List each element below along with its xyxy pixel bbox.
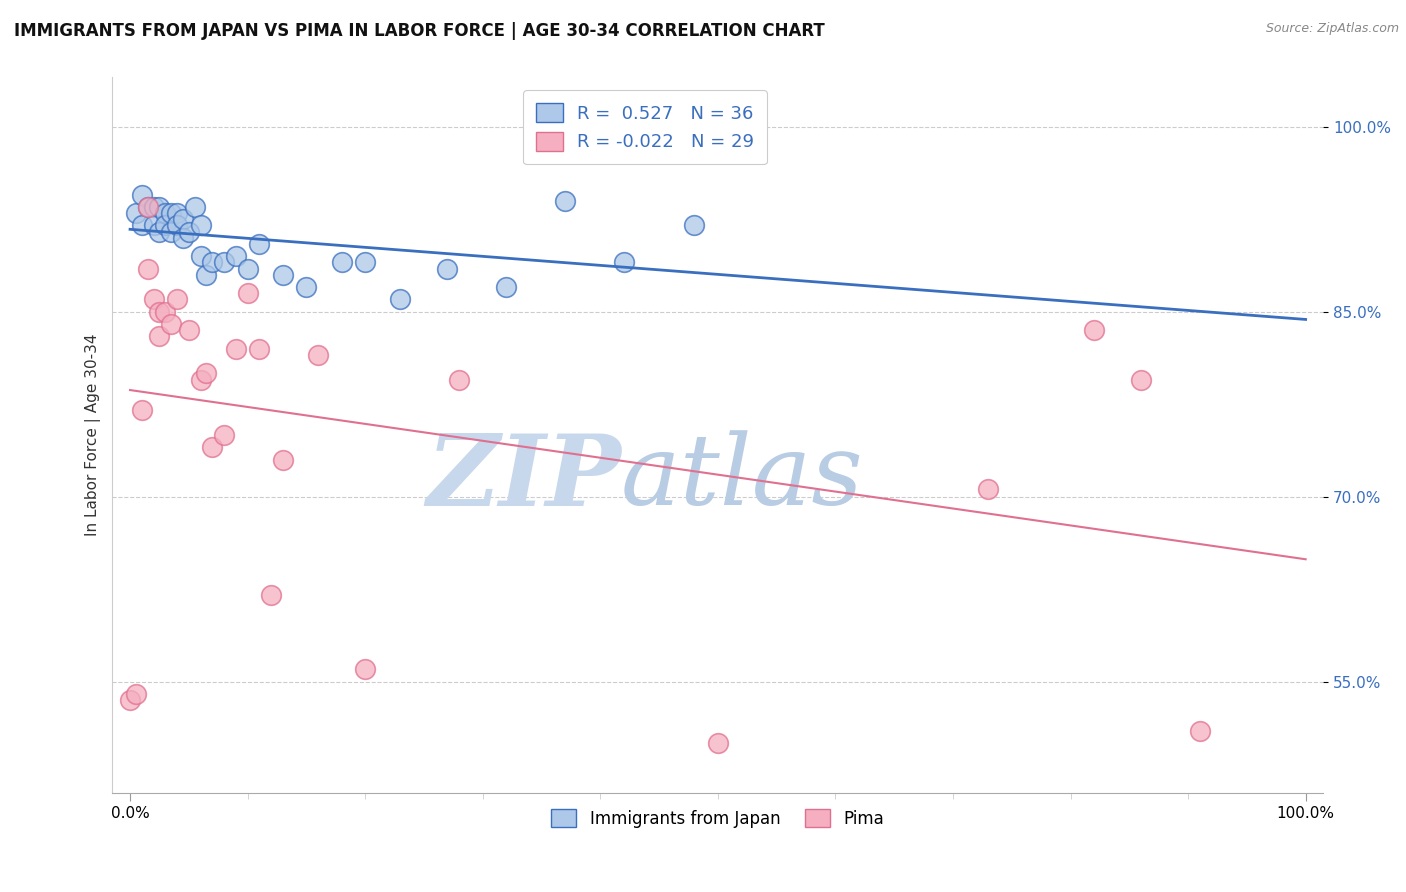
Point bbox=[183, 200, 205, 214]
Point bbox=[136, 200, 159, 214]
Point bbox=[247, 342, 270, 356]
Text: ZIP: ZIP bbox=[426, 430, 621, 526]
Point bbox=[160, 206, 183, 220]
Point bbox=[160, 317, 183, 331]
Point bbox=[142, 200, 165, 214]
Point bbox=[155, 219, 177, 233]
Point bbox=[449, 373, 471, 387]
Point bbox=[389, 293, 412, 307]
Point bbox=[142, 219, 165, 233]
Point bbox=[190, 373, 212, 387]
Point bbox=[436, 261, 458, 276]
Point bbox=[190, 219, 212, 233]
Point bbox=[236, 261, 259, 276]
Point bbox=[131, 219, 153, 233]
Point bbox=[166, 206, 188, 220]
Y-axis label: In Labor Force | Age 30-34: In Labor Force | Age 30-34 bbox=[86, 334, 101, 536]
Point bbox=[354, 662, 377, 676]
Point bbox=[236, 286, 259, 301]
Point bbox=[260, 588, 283, 602]
Point bbox=[707, 736, 730, 750]
Point bbox=[683, 219, 706, 233]
Text: IMMIGRANTS FROM JAPAN VS PIMA IN LABOR FORCE | AGE 30-34 CORRELATION CHART: IMMIGRANTS FROM JAPAN VS PIMA IN LABOR F… bbox=[14, 22, 825, 40]
Point bbox=[190, 249, 212, 263]
Point bbox=[148, 225, 170, 239]
Point bbox=[172, 231, 194, 245]
Point bbox=[148, 304, 170, 318]
Point bbox=[136, 200, 159, 214]
Point bbox=[118, 693, 141, 707]
Point bbox=[1130, 373, 1153, 387]
Point bbox=[330, 255, 353, 269]
Point bbox=[307, 348, 329, 362]
Point bbox=[155, 304, 177, 318]
Point bbox=[201, 255, 224, 269]
Point bbox=[1188, 724, 1211, 739]
Point bbox=[271, 452, 294, 467]
Point bbox=[172, 212, 194, 227]
Point bbox=[613, 255, 636, 269]
Point bbox=[977, 483, 1000, 497]
Point bbox=[295, 280, 318, 294]
Point bbox=[177, 323, 200, 337]
Point bbox=[212, 428, 235, 442]
Point bbox=[125, 206, 148, 220]
Point bbox=[212, 255, 235, 269]
Point bbox=[195, 367, 218, 381]
Point bbox=[166, 219, 188, 233]
Point bbox=[554, 194, 576, 208]
Point bbox=[125, 687, 148, 701]
Point bbox=[155, 206, 177, 220]
Point bbox=[177, 225, 200, 239]
Point bbox=[495, 280, 517, 294]
Point bbox=[225, 249, 247, 263]
Point bbox=[148, 200, 170, 214]
Text: atlas: atlas bbox=[621, 430, 863, 525]
Point bbox=[160, 225, 183, 239]
Legend: Immigrants from Japan, Pima: Immigrants from Japan, Pima bbox=[544, 803, 891, 834]
Point bbox=[201, 441, 224, 455]
Point bbox=[142, 293, 165, 307]
Point bbox=[354, 255, 377, 269]
Point bbox=[247, 236, 270, 251]
Point bbox=[271, 268, 294, 282]
Point bbox=[166, 293, 188, 307]
Point bbox=[131, 403, 153, 417]
Point bbox=[136, 261, 159, 276]
Point bbox=[225, 342, 247, 356]
Point bbox=[195, 268, 218, 282]
Point bbox=[131, 187, 153, 202]
Point bbox=[1083, 323, 1105, 337]
Text: Source: ZipAtlas.com: Source: ZipAtlas.com bbox=[1265, 22, 1399, 36]
Point bbox=[148, 329, 170, 343]
